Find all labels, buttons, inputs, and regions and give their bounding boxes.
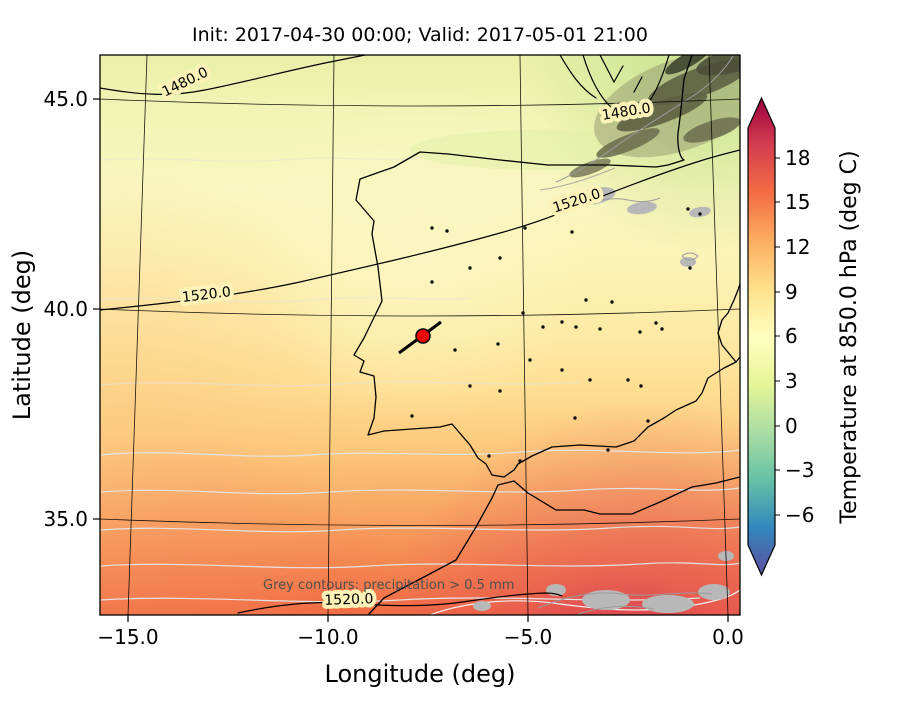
cbar-tick-label: −6 [785, 503, 814, 527]
axes-frame [99, 54, 741, 616]
x-tick-labels: −15.0 −10.0 −5.0 0.0 [97, 625, 744, 649]
x-axis-label: Longitude (deg) [325, 660, 516, 688]
cbar-tick-label: −3 [785, 458, 814, 482]
colorbar-bar [747, 96, 776, 577]
y-tick-label: 35.0 [43, 507, 88, 531]
colorbar: 18 15 12 9 6 3 0 −3 −6 Temperature at 85… [747, 96, 862, 577]
map-specks [410, 207, 702, 463]
map-surface: 1480.0 1480.0 1520.0 1520.0 1520.0 [100, 55, 740, 615]
precipitation-contours [537, 55, 734, 615]
station-dot [415, 328, 431, 344]
colorbar-tick-labels: 18 15 12 9 6 3 0 −3 −6 [785, 146, 814, 527]
cbar-tick-label: 0 [785, 414, 798, 438]
y-axis-label: Latitude (deg) [8, 250, 36, 420]
y-tick-label: 45.0 [43, 87, 88, 111]
y-tick-label: 40.0 [43, 297, 88, 321]
x-tick-label: 0.0 [712, 625, 744, 649]
geopotential-contours [100, 55, 740, 614]
contour-label-1520-south: 1520.0 [324, 591, 374, 609]
colorbar-axis-label: Temperature at 850.0 hPa (deg C) [837, 150, 862, 524]
cbar-tick-label: 6 [785, 324, 798, 348]
cbar-tick-label: 9 [785, 280, 798, 304]
cbar-tick-label: 18 [785, 146, 810, 170]
station-marker [398, 320, 442, 355]
precipitation-grey-patches [473, 187, 734, 613]
plot-title: Init: 2017-04-30 00:00; Valid: 2017-05-0… [192, 24, 648, 46]
precipitation-shading [569, 55, 740, 178]
tick-marks [93, 98, 729, 622]
x-tick-label: −15.0 [97, 625, 158, 649]
x-tick-label: −10.0 [297, 625, 358, 649]
cbar-tick-label: 3 [785, 369, 798, 393]
coastlines [353, 55, 740, 615]
cbar-tick-label: 12 [785, 235, 810, 259]
cbar-tick-label: 15 [785, 190, 810, 214]
precipitation-annotation: Grey contours: precipitation > 0.5 mm [263, 578, 514, 593]
temperature-level-contours [100, 157, 740, 615]
x-tick-label: −5.0 [504, 625, 553, 649]
colorbar-ticks [775, 157, 780, 516]
y-tick-labels: 45.0 40.0 35.0 [43, 87, 88, 531]
